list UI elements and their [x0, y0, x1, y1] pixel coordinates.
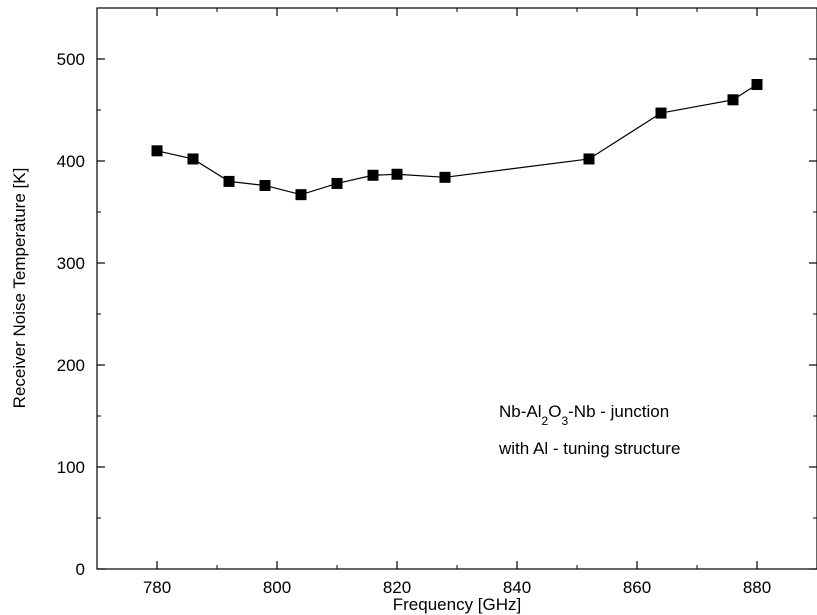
data-point-marker — [751, 79, 763, 90]
data-point-marker — [439, 171, 451, 183]
plot-frame — [96, 7, 817, 570]
annotation-line-1: Nb-Al2O3-Nb - junction — [499, 402, 669, 428]
x-axis-label: Frequency [GHz] — [393, 595, 522, 614]
y-tick-label: 500 — [57, 50, 85, 69]
annotation-subscript-3: 3 — [561, 414, 568, 428]
annotation: Nb-Al2O3-Nb - junction with Al - tuning … — [498, 402, 680, 458]
y-tick-label: 100 — [57, 458, 85, 477]
y-tick-label: 200 — [57, 356, 85, 375]
annotation-part-main: Nb-Al — [499, 402, 542, 421]
data-point-marker — [187, 153, 199, 165]
x-tick-label: 880 — [743, 578, 771, 597]
x-tick-label: 860 — [623, 578, 651, 597]
annotation-part-end: -Nb - junction — [568, 402, 669, 421]
data-series — [151, 79, 763, 201]
x-tick-label: 820 — [383, 578, 411, 597]
x-tick-label: 800 — [263, 578, 291, 597]
annotation-part-o: O — [548, 402, 561, 421]
series-line — [156, 83, 758, 196]
data-point-marker — [331, 177, 343, 189]
y-tick-label: 300 — [57, 254, 85, 273]
data-point-marker — [259, 179, 271, 191]
y-tick-label: 0 — [76, 560, 85, 579]
data-point-marker — [223, 175, 235, 187]
axis-ticks — [97, 8, 817, 570]
y-axis-label: Receiver Noise Temperature [K] — [10, 168, 29, 409]
data-point-marker — [151, 145, 163, 157]
x-tick-label: 780 — [143, 578, 171, 597]
y-tick-label: 400 — [57, 152, 85, 171]
annotation-line-2: with Al - tuning structure — [498, 439, 680, 458]
data-point-marker — [367, 169, 379, 181]
data-point-marker — [295, 189, 307, 201]
annotation-subscript-2: 2 — [542, 414, 549, 428]
axis-tick-labels: 780 800 820 840 860 880 0 100 200 300 400 500 — [57, 50, 772, 597]
data-point-marker — [655, 107, 667, 119]
data-point-marker — [391, 168, 403, 180]
x-tick-label: 840 — [503, 578, 531, 597]
data-point-marker — [583, 153, 595, 165]
data-point-marker — [727, 94, 739, 106]
